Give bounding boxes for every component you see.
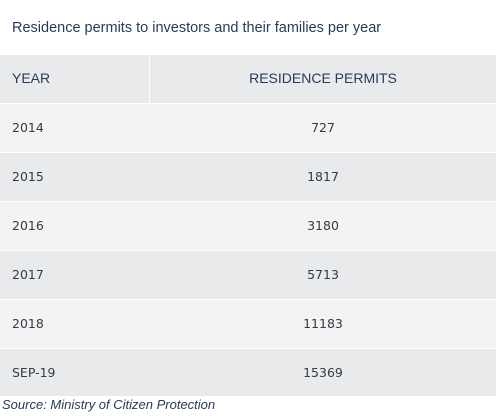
cell-residence-permits: 1817 — [307, 169, 339, 184]
cell-year: SEP-19 — [12, 365, 56, 380]
source-bar: Source: Ministry of Citizen Protection — [0, 396, 496, 416]
table-row: 2016 3180 — [0, 202, 496, 251]
table-row: SEP-19 15369 — [0, 349, 496, 398]
table-row: 2018 11183 — [0, 300, 496, 349]
title-bar: Residence permits to investors and their… — [0, 0, 496, 55]
permits-table: YEAR RESIDENCE PERMITS 2014 727 2015 181… — [0, 55, 496, 398]
cell-year: 2016 — [12, 218, 44, 233]
cell-residence-permits: 15369 — [303, 365, 343, 380]
table-header-row: YEAR RESIDENCE PERMITS — [0, 55, 496, 104]
source-note: Source: Ministry of Citizen Protection — [2, 397, 216, 412]
table-row: 2017 5713 — [0, 251, 496, 300]
cell-residence-permits: 727 — [311, 120, 335, 135]
header-residence-permits: RESIDENCE PERMITS — [249, 70, 397, 86]
cell-year: 2014 — [12, 120, 44, 135]
header-year: YEAR — [12, 70, 51, 86]
cell-year: 2017 — [12, 267, 44, 282]
cell-year: 2015 — [12, 169, 44, 184]
cell-residence-permits: 3180 — [307, 218, 339, 233]
cell-residence-permits: 5713 — [307, 267, 339, 282]
table-row: 2014 727 — [0, 104, 496, 153]
table-title: Residence permits to investors and their… — [12, 20, 382, 36]
table-row: 2015 1817 — [0, 153, 496, 202]
column-divider — [149, 55, 150, 103]
cell-year: 2018 — [12, 316, 44, 331]
cell-residence-permits: 11183 — [303, 316, 343, 331]
